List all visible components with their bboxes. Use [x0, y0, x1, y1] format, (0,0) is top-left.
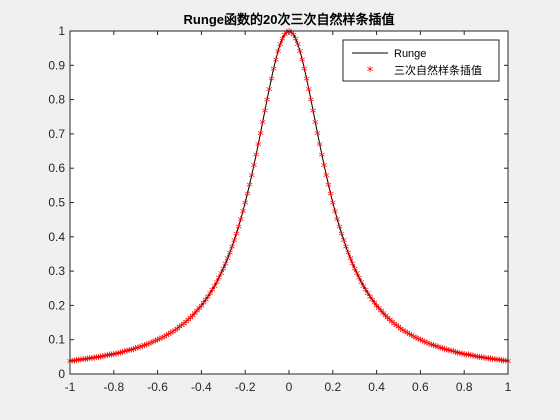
- x-tick-label: 0.2: [324, 380, 341, 394]
- x-tick-label: -0.2: [235, 380, 256, 394]
- legend-spline-marker: *: [366, 65, 374, 80]
- x-tick-label: -0.6: [147, 380, 168, 394]
- legend-spline-label: 三次自然样条插值: [394, 63, 482, 77]
- y-tick-label: 0.4: [48, 230, 65, 244]
- x-tick-label: -0.8: [103, 380, 124, 394]
- x-tick-label: -1: [65, 380, 76, 394]
- x-tick-label: 1: [505, 380, 512, 394]
- y-tick-label: 1: [58, 24, 65, 38]
- y-tick-label: 0.9: [48, 58, 65, 72]
- plot-area: [70, 31, 508, 374]
- y-tick-label: 0: [58, 367, 65, 381]
- y-tick-label: 0.7: [48, 127, 65, 141]
- y-tick-label: 0.8: [48, 93, 65, 107]
- x-tick-label: 0.8: [456, 380, 473, 394]
- y-tick-label: 0.2: [48, 298, 65, 312]
- legend-runge-label: Runge: [394, 48, 426, 60]
- y-tick-label: 0.5: [48, 196, 65, 210]
- legend: Runge * 三次自然样条插值: [343, 40, 499, 81]
- y-tick-label: 0.1: [48, 333, 65, 347]
- x-tick-label: 0.4: [368, 380, 385, 394]
- chart-title: Runge函数的20次三次自然样条插值: [184, 12, 395, 27]
- y-tick-label: 0.3: [48, 264, 65, 278]
- y-tick-label: 0.6: [48, 161, 65, 175]
- x-tick-label: 0.6: [412, 380, 429, 394]
- x-tick-label: 0: [286, 380, 293, 394]
- x-tick-label: -0.4: [191, 380, 212, 394]
